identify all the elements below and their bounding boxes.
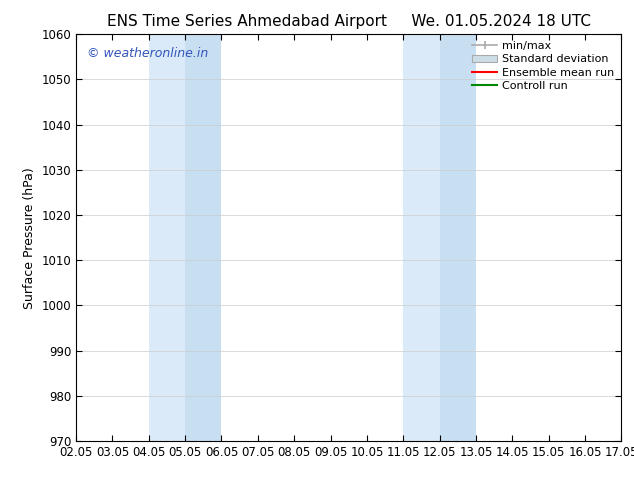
Bar — [185, 34, 221, 441]
Title: ENS Time Series Ahmedabad Airport     We. 01.05.2024 18 UTC: ENS Time Series Ahmedabad Airport We. 01… — [107, 14, 591, 29]
Legend: min/max, Standard deviation, Ensemble mean run, Controll run: min/max, Standard deviation, Ensemble me… — [468, 37, 619, 96]
Text: © weatheronline.in: © weatheronline.in — [87, 47, 208, 59]
Bar — [439, 34, 476, 441]
Y-axis label: Surface Pressure (hPa): Surface Pressure (hPa) — [23, 167, 36, 309]
Bar — [149, 34, 185, 441]
Bar — [403, 34, 439, 441]
